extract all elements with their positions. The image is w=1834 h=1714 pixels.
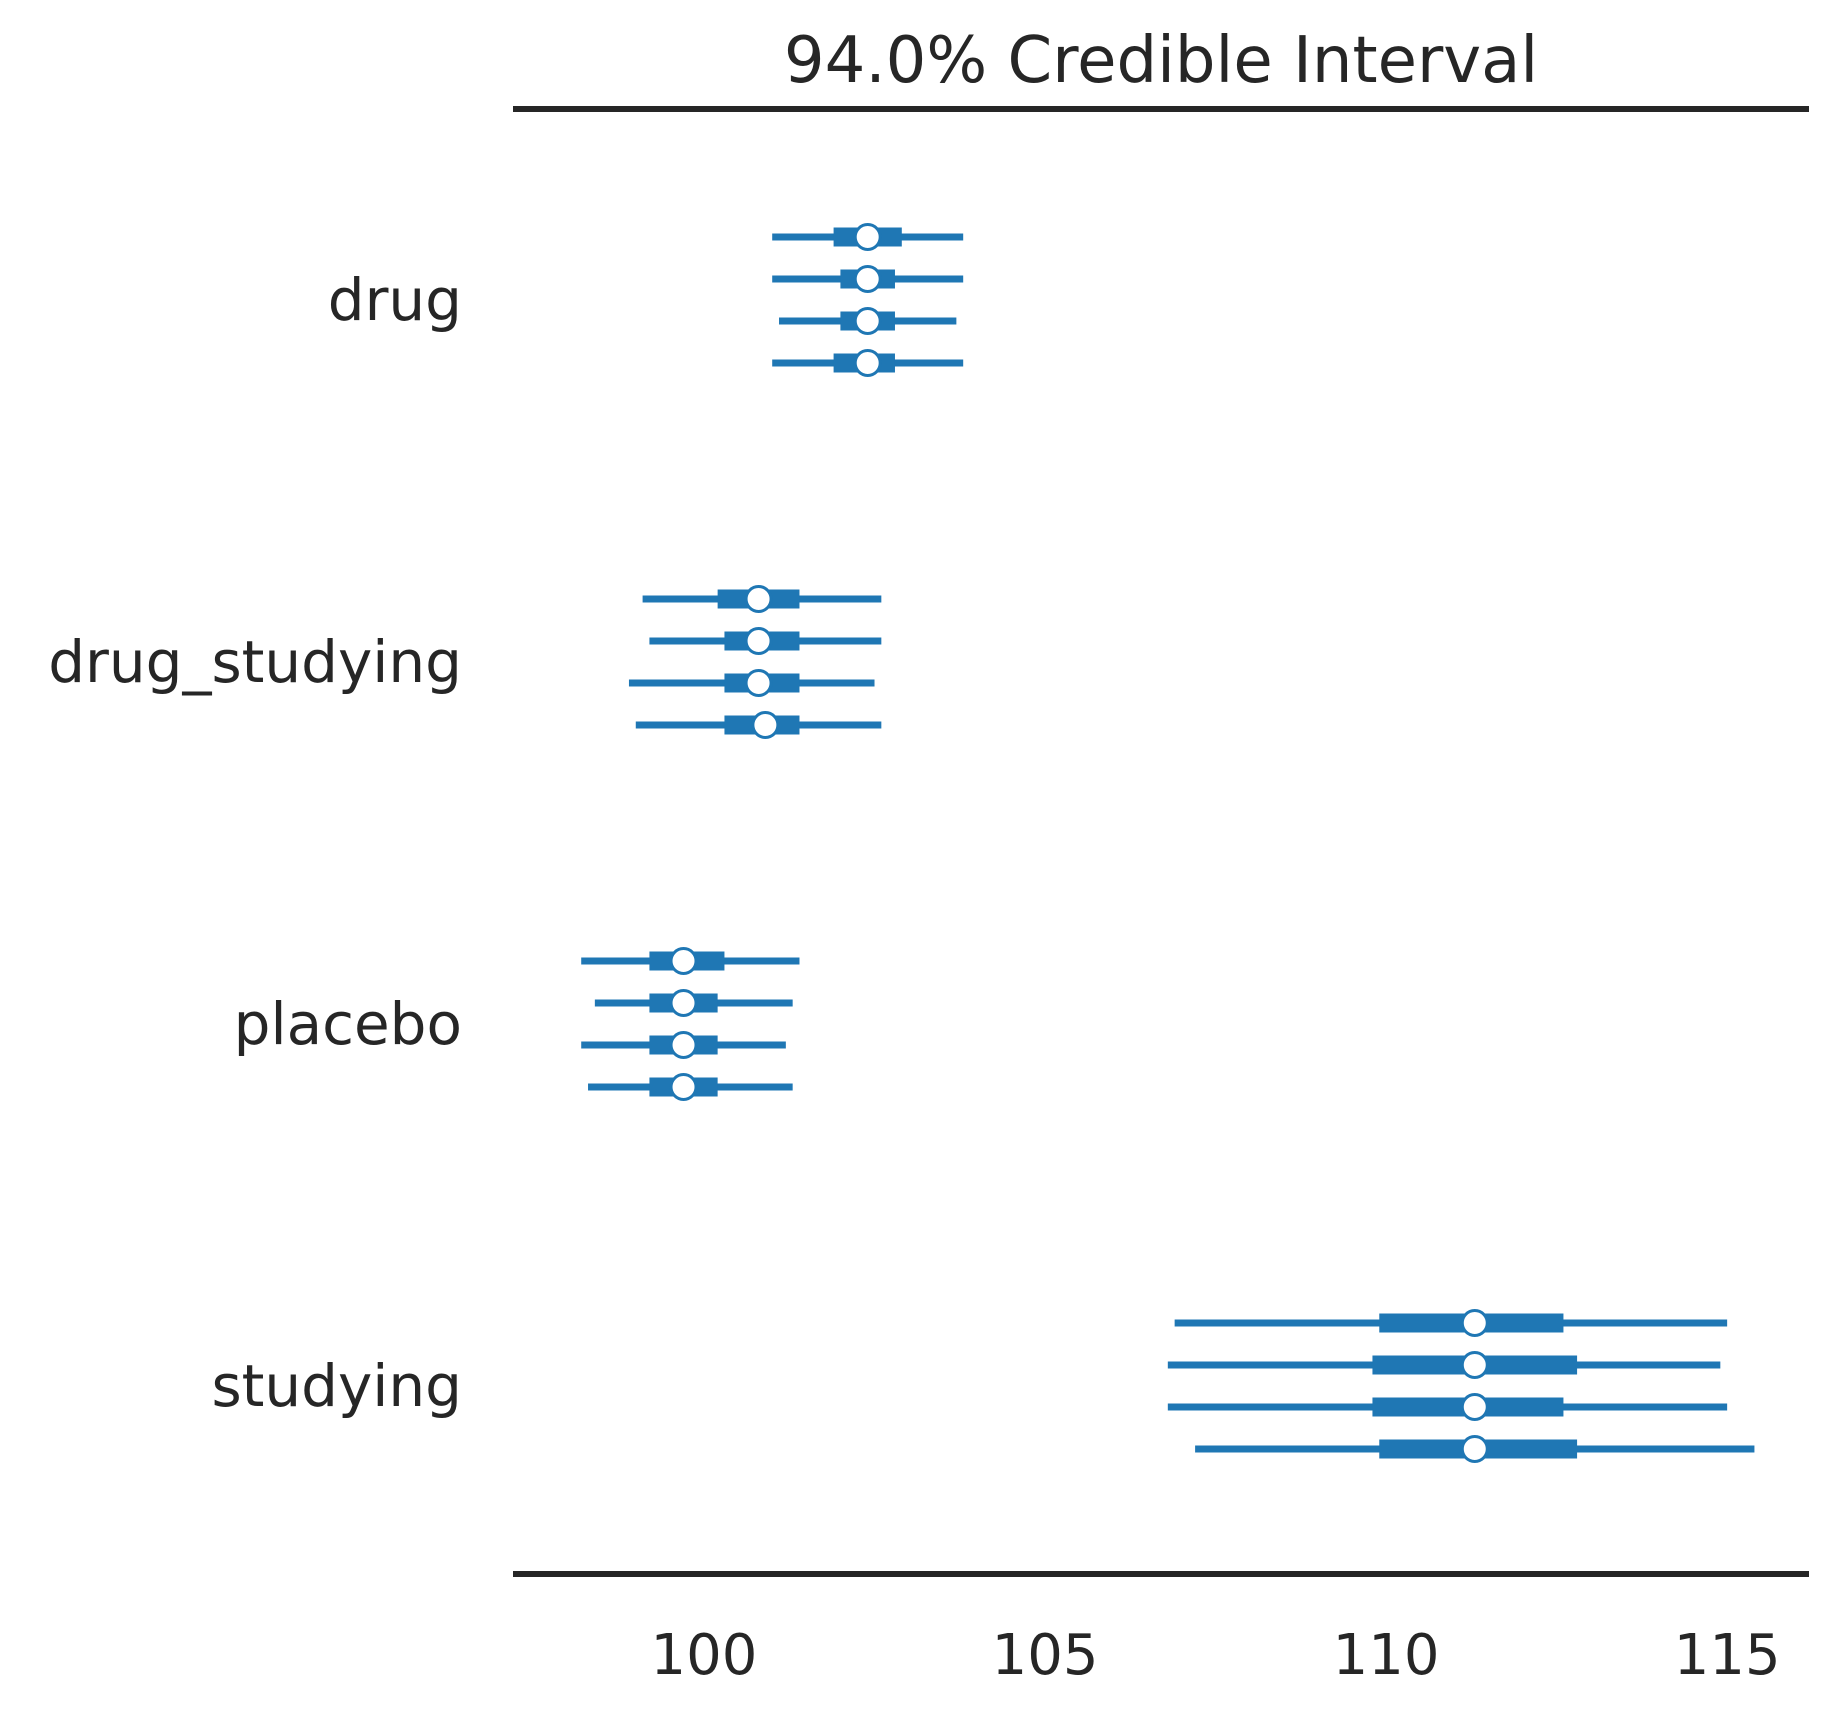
- chain-interval: [642, 585, 882, 613]
- median-point: [1460, 1435, 1489, 1463]
- y-label-drug: drug: [328, 266, 462, 334]
- chain-interval: [772, 349, 964, 377]
- x-tick-label: 105: [992, 1623, 1099, 1688]
- chain-interval: [581, 947, 800, 975]
- chain-interval: [581, 1031, 786, 1059]
- chain-interval: [594, 989, 793, 1017]
- median-point: [853, 265, 882, 293]
- chain-interval: [628, 669, 875, 697]
- chart-title: 94.0% Credible Interval: [784, 24, 1538, 98]
- chain-interval: [1167, 1351, 1721, 1379]
- chain-interval: [772, 265, 964, 293]
- median-point: [669, 1073, 698, 1101]
- chain-interval: [1174, 1309, 1728, 1337]
- chain-interval: [779, 307, 957, 335]
- chain-interval: [635, 711, 882, 739]
- median-point: [744, 669, 773, 697]
- median-point: [669, 947, 698, 975]
- median-point: [669, 989, 698, 1017]
- median-point: [853, 307, 882, 335]
- chain-interval: [772, 223, 964, 251]
- chain-interval: [649, 627, 882, 655]
- x-tick-label: 110: [1333, 1623, 1440, 1688]
- chain-interval: [1195, 1435, 1755, 1463]
- median-point: [751, 711, 780, 739]
- x-tick-label: 115: [1674, 1623, 1781, 1688]
- median-point: [853, 349, 882, 377]
- median-point: [744, 627, 773, 655]
- chain-interval: [588, 1073, 793, 1101]
- x-axis-tick-labels: 100 105 110 115: [651, 1623, 1781, 1688]
- x-tick-label: 100: [651, 1623, 758, 1688]
- median-point: [1460, 1351, 1489, 1379]
- y-label-placebo: placebo: [234, 990, 462, 1058]
- median-point: [1460, 1309, 1489, 1337]
- chain-interval: [1167, 1393, 1728, 1421]
- median-point: [1460, 1393, 1489, 1421]
- interval-marks: [581, 223, 1755, 1463]
- median-point: [853, 223, 882, 251]
- y-label-drug-studying: drug_studying: [48, 628, 462, 696]
- median-point: [744, 585, 773, 613]
- median-point: [669, 1031, 698, 1059]
- y-label-studying: studying: [211, 1352, 462, 1420]
